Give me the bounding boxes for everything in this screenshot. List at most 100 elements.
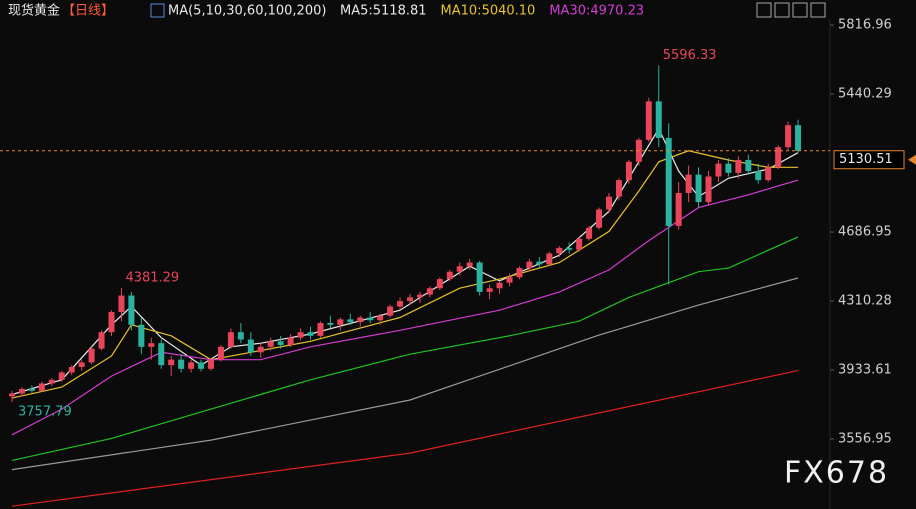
candle-body <box>317 323 324 336</box>
ma-icon <box>150 3 165 18</box>
symbol: 现货黄金 <box>8 3 60 19</box>
candle-body <box>755 170 762 181</box>
tool-icon[interactable] <box>774 2 790 18</box>
candle-body <box>208 359 214 369</box>
candle-body <box>765 167 772 181</box>
candle-body <box>586 227 593 239</box>
candle-body <box>108 312 115 333</box>
candle-body <box>546 253 553 265</box>
candle-body <box>168 359 175 366</box>
ma-value: MA10:5040.10 <box>441 4 536 19</box>
candle-body <box>446 271 453 280</box>
candle-body <box>78 362 85 367</box>
candle-body <box>576 238 583 250</box>
last-price-box <box>833 150 905 170</box>
y-tick-label: 4686.95 <box>838 224 892 239</box>
candle-body <box>247 339 254 353</box>
candle-body <box>357 317 364 323</box>
candle-body <box>138 324 145 347</box>
y-tick-label: 5440.29 <box>838 86 892 101</box>
candle-body <box>227 332 234 347</box>
candle-body <box>725 163 732 173</box>
candle-body <box>387 306 394 316</box>
candle-body <box>556 247 563 254</box>
candle-body <box>625 161 632 181</box>
candle-body <box>745 159 752 171</box>
candle-body <box>606 196 612 210</box>
candle-body <box>695 174 702 203</box>
candle-body <box>158 343 165 366</box>
candle-body <box>675 192 682 226</box>
y-tick-label: 4310.28 <box>838 293 892 308</box>
candle-body <box>496 282 503 289</box>
candle-body <box>327 323 334 325</box>
tool-icon[interactable] <box>810 2 826 18</box>
ma-title: MA(5,10,30,60,100,200) <box>168 4 326 19</box>
candle-body <box>118 295 125 313</box>
candle-body <box>426 288 433 295</box>
candle-body <box>9 393 15 397</box>
watermark: FX678 <box>784 456 889 491</box>
candle-body <box>615 180 622 197</box>
candle-body <box>128 295 135 325</box>
candle-body <box>367 317 374 321</box>
candle-body <box>466 262 473 267</box>
candle-body <box>645 101 652 140</box>
candle-body <box>526 261 533 269</box>
candle-body <box>38 383 45 391</box>
candle-body <box>516 268 523 278</box>
ma-line <box>11 127 799 396</box>
ma-value: MA30:4970.23 <box>549 4 644 19</box>
y-tick-label: 3556.95 <box>838 431 892 446</box>
candle-body <box>397 301 404 307</box>
candle-body <box>237 332 244 340</box>
last-price-label: 5130.51 <box>839 152 893 167</box>
candle-body <box>596 209 603 228</box>
candle-body <box>377 315 384 321</box>
candle-body <box>566 247 573 250</box>
tool-icon[interactable] <box>792 2 808 18</box>
candle-body <box>277 341 284 345</box>
high-annotation: 4381.29 <box>125 270 179 285</box>
candle-body <box>48 379 55 384</box>
candle-body <box>685 174 692 193</box>
candle-body <box>347 319 354 323</box>
y-tick-label: 5816.96 <box>838 17 892 32</box>
low-annotation: 3757.79 <box>18 405 72 420</box>
candle-body <box>785 125 792 148</box>
candle-body <box>456 266 463 272</box>
candle-body <box>665 138 672 226</box>
candle-body <box>735 159 742 173</box>
candle-body <box>416 294 423 298</box>
candle-body <box>98 332 105 349</box>
candle-body <box>217 346 224 360</box>
last-price-arrow <box>908 154 916 165</box>
candle-body <box>58 372 65 380</box>
candle-body <box>337 319 344 325</box>
candle-body <box>506 277 513 283</box>
toolbar <box>756 2 826 18</box>
candle-body <box>476 262 483 292</box>
candle-body <box>198 362 205 369</box>
candle-body <box>287 337 294 345</box>
candle-body <box>267 341 274 347</box>
candle-body <box>436 279 443 289</box>
ma-line <box>11 236 799 461</box>
high-annotation: 5596.33 <box>663 48 717 63</box>
candle-body <box>705 176 712 203</box>
candle-body <box>28 388 35 391</box>
candle-body <box>178 359 185 369</box>
candle-body <box>188 362 195 369</box>
candle-body <box>795 125 802 151</box>
candle-body <box>536 261 543 265</box>
period: 【日线】 <box>62 4 114 19</box>
candle-body <box>18 388 25 394</box>
candle-body <box>307 332 314 336</box>
candle-body <box>297 332 304 338</box>
tool-icon[interactable] <box>756 2 772 18</box>
candle-body <box>715 163 722 177</box>
candle-body <box>257 346 264 353</box>
ma-line <box>11 179 799 436</box>
candle-body <box>655 101 662 139</box>
